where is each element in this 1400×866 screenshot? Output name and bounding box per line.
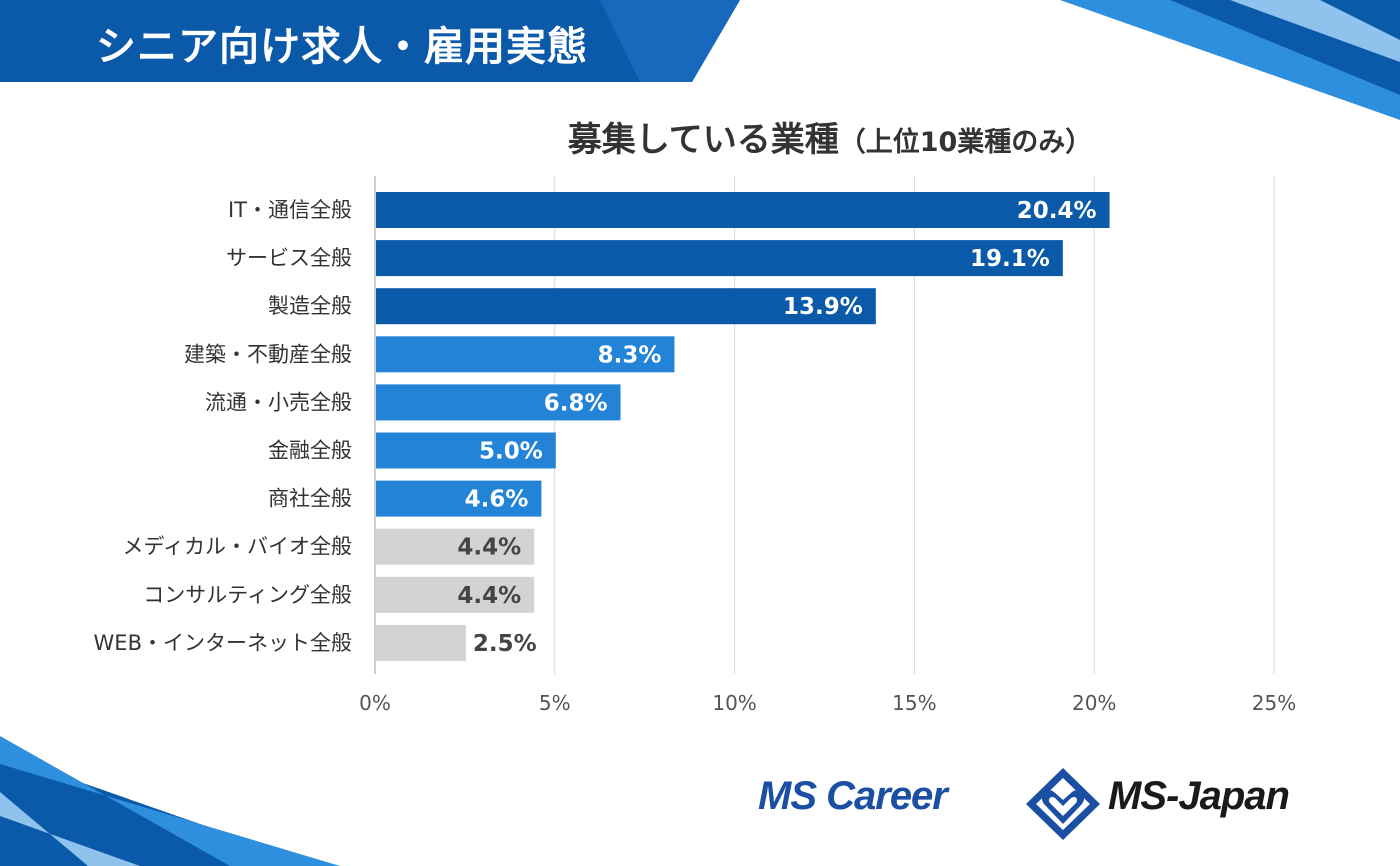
category-label: IT・通信全般 bbox=[228, 198, 352, 222]
data-label: 13.9% bbox=[783, 294, 863, 320]
msjapan-emblem-icon bbox=[1026, 768, 1100, 840]
mscareer-logo: MS Career bbox=[758, 774, 948, 818]
x-tick-label: 20% bbox=[1072, 691, 1116, 715]
x-tick-label: 10% bbox=[712, 691, 756, 715]
x-tick-label: 25% bbox=[1252, 691, 1296, 715]
bar bbox=[376, 432, 556, 469]
top-right-decoration bbox=[1060, 0, 1400, 120]
category-label: コンサルティング全般 bbox=[143, 583, 352, 607]
x-tick-label: 5% bbox=[539, 691, 571, 715]
x-tick-label: 15% bbox=[892, 691, 936, 715]
header-banner bbox=[0, 0, 740, 82]
chart-title-note: （上位10業種のみ） bbox=[838, 127, 1093, 158]
bar bbox=[376, 480, 542, 517]
category-label: 商社全般 bbox=[268, 487, 352, 511]
data-label: 19.1% bbox=[970, 246, 1050, 272]
category-label: サービス全般 bbox=[226, 246, 352, 270]
bar bbox=[376, 288, 876, 325]
data-label: 2.5% bbox=[473, 631, 537, 657]
category-label: メディカル・バイオ全般 bbox=[122, 535, 352, 559]
bottom-left-decoration bbox=[0, 736, 340, 866]
bar bbox=[376, 384, 621, 421]
msjapan-logo: MS-Japan bbox=[1108, 774, 1290, 818]
chart-title-main: 募集している業種 bbox=[567, 120, 839, 160]
category-label: 金融全般 bbox=[268, 439, 352, 463]
bar bbox=[376, 624, 466, 661]
data-label: 8.3% bbox=[598, 342, 662, 368]
data-label: 4.4% bbox=[457, 535, 521, 561]
bar bbox=[376, 192, 1110, 228]
logo-area: MS Career MS-Japan bbox=[756, 768, 1356, 840]
chart-title: 募集している業種（上位10業種のみ） bbox=[0, 112, 1400, 161]
category-label: 建築・不動産全般 bbox=[184, 342, 352, 366]
data-label: 5.0% bbox=[479, 439, 543, 465]
page-title: シニア向け求人・雇用実態 bbox=[96, 24, 588, 70]
data-label: 20.4% bbox=[1017, 198, 1097, 224]
category-label: 流通・小売全般 bbox=[205, 390, 352, 414]
category-label: WEB・インターネット全般 bbox=[94, 631, 352, 655]
x-tick-label: 0% bbox=[359, 691, 391, 715]
data-label: 4.4% bbox=[457, 583, 521, 609]
bar bbox=[376, 336, 675, 373]
data-label: 6.8% bbox=[544, 390, 608, 416]
category-label: 製造全般 bbox=[268, 294, 352, 318]
bar bbox=[376, 528, 535, 565]
bar bbox=[376, 240, 1063, 277]
data-label: 4.6% bbox=[465, 487, 529, 513]
bar bbox=[376, 576, 535, 613]
